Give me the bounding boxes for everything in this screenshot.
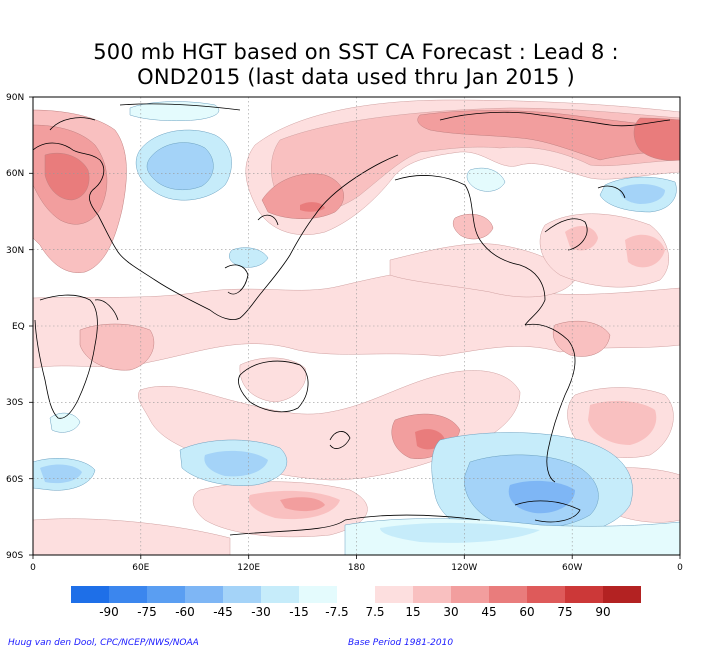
lat-label: 90S: [6, 551, 23, 561]
lon-label: 60E: [132, 563, 149, 573]
colorbar-label: 15: [405, 605, 420, 619]
antarctic-negative-2: [380, 522, 540, 543]
colorbar-label: 90: [595, 605, 610, 619]
lat-label: 90N: [6, 93, 24, 103]
colorbar-swatch: [147, 586, 185, 603]
indian-ocean-positive: [239, 357, 307, 403]
longitude-labels: 0 60E 120E 180 120W 60W 0: [30, 563, 683, 573]
colorbar-label: -15: [289, 605, 309, 619]
colorbar-swatch: [527, 586, 565, 603]
west-siberia-negative-2: [146, 142, 214, 191]
south-atlantic-positive-2: [588, 400, 657, 445]
colorbar-swatch: [337, 586, 375, 603]
credit-author: Huug van den Dool, CPC/NCEP/NWS/NOAA: [8, 638, 199, 648]
colorbar-swatch: [375, 586, 413, 603]
axis-ticks: [29, 96, 681, 559]
lat-label: 60N: [6, 169, 24, 179]
map-title-line1: 500 mb HGT based on SST CA Forecast : Le…: [93, 40, 619, 64]
europe-positive-3: [44, 152, 90, 201]
lon-label: 180: [348, 563, 365, 573]
colorbar-swatch: [261, 586, 299, 603]
colorbar-label: 75: [557, 605, 572, 619]
sa-atlantic-positive: [552, 320, 611, 357]
atlantic-negative-2: [619, 184, 665, 204]
colorbar-label: -45: [213, 605, 233, 619]
antarctic-positive: [33, 518, 231, 555]
lat-label: 30N: [6, 246, 24, 256]
colorbar-swatch: [185, 586, 223, 603]
colorbar-swatch: [565, 586, 603, 603]
colorbar: -90 -75 -60 -45 -30 -15 -7.5 7.5 15 30 45 60 75 90: [71, 586, 641, 619]
arctic-negative: [129, 101, 220, 122]
arctic-positive-3: [417, 110, 680, 161]
lat-label: 30S: [6, 398, 23, 408]
colorbar-label: -7.5: [325, 605, 348, 619]
graticule: [33, 97, 680, 555]
south-pacific-positive-3: [280, 497, 325, 512]
colorbar-label: 45: [481, 605, 496, 619]
colorbar-swatch: [109, 586, 147, 603]
lon-label: 60W: [562, 563, 582, 573]
lon-label: 120W: [451, 563, 477, 573]
lat-label: 60S: [6, 475, 23, 485]
sindian-negative-2: [204, 450, 268, 477]
colorbar-label: -75: [137, 605, 157, 619]
colorbar-swatch: [223, 586, 261, 603]
southern-ocean-negative-3: [508, 480, 575, 514]
colorbar-swatch: [451, 586, 489, 603]
colorbar-swatch: [413, 586, 451, 603]
lon-label: 0: [677, 563, 683, 573]
colorbar-swatch: [603, 586, 641, 603]
colorbar-label: 7.5: [365, 605, 384, 619]
credit-base-period: Base Period 1981-2010: [348, 638, 454, 648]
lon-label: 120E: [237, 563, 260, 573]
atlantic-east-positive: [633, 117, 680, 161]
colorbar-swatch: [71, 586, 109, 603]
colorbar-swatch: [299, 586, 337, 603]
colorbar-swatch: [489, 586, 527, 603]
natlantic-positive-2: [565, 226, 598, 251]
lat-label: EQ: [12, 322, 25, 332]
map-title-line2: OND2015 (last data used thru Jan 2015 ): [137, 65, 575, 89]
colorbar-label: 60: [519, 605, 534, 619]
colorbar-label: 30: [443, 605, 458, 619]
colorbar-label: -90: [99, 605, 119, 619]
alaska-negative: [466, 167, 506, 192]
lon-label: 0: [30, 563, 36, 573]
latitude-labels: 90N 60N 30N EQ 30S 60S 90S: [6, 93, 25, 561]
colorbar-label: -30: [251, 605, 271, 619]
pacific-ne-positive: [452, 213, 494, 240]
natlantic-positive-3: [625, 234, 665, 268]
colorbar-label: -60: [175, 605, 195, 619]
coastlines: [33, 103, 671, 536]
